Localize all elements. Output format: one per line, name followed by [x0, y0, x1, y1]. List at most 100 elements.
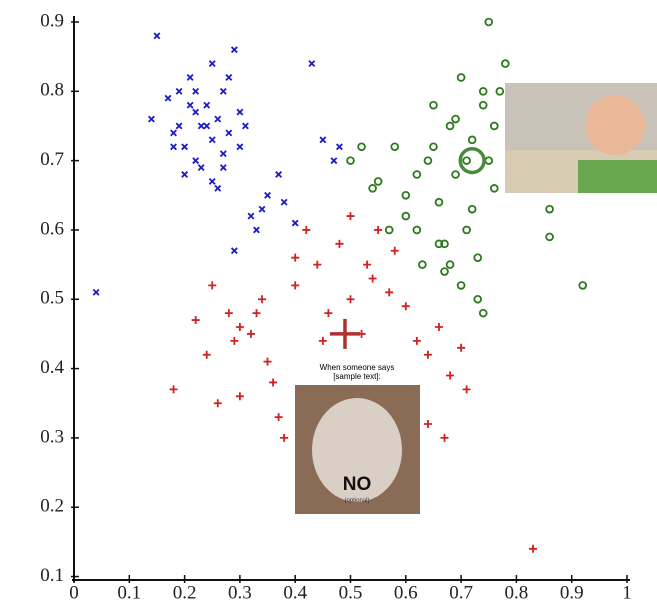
point [375, 178, 382, 185]
point [320, 137, 326, 143]
point [198, 165, 204, 171]
point [480, 310, 487, 317]
point [363, 261, 371, 269]
point [319, 337, 327, 345]
point [496, 88, 503, 95]
point [291, 254, 299, 262]
point [193, 109, 199, 115]
point [502, 60, 509, 67]
y-tick-label: 0.7 [40, 149, 64, 170]
point [447, 123, 454, 130]
point [374, 226, 382, 234]
point [463, 227, 470, 234]
point [358, 143, 365, 150]
point [485, 19, 492, 26]
point [330, 319, 360, 349]
point [480, 102, 487, 109]
point [402, 213, 409, 220]
x-tick-label: 0.8 [505, 582, 529, 603]
point [237, 144, 243, 150]
x-tick-label: 0.6 [394, 582, 418, 603]
point [436, 199, 443, 206]
point [203, 351, 211, 359]
meme-baby [505, 83, 657, 193]
point [546, 206, 553, 213]
point [204, 102, 210, 108]
point [331, 158, 337, 164]
point [419, 261, 426, 268]
point [546, 233, 553, 240]
point [491, 185, 498, 192]
point [485, 157, 492, 164]
point [458, 74, 465, 81]
point [259, 206, 265, 212]
point [232, 47, 238, 53]
point [469, 136, 476, 143]
x-tick-label: 0.9 [560, 582, 584, 603]
point [209, 179, 215, 185]
point [347, 157, 354, 164]
point [385, 288, 393, 296]
point [208, 281, 216, 289]
point [430, 102, 437, 109]
point [441, 268, 448, 275]
point [446, 372, 454, 380]
y-tick-label: 0.2 [40, 496, 64, 517]
point [463, 385, 471, 393]
point [491, 123, 498, 130]
point [192, 316, 200, 324]
point [193, 158, 199, 164]
point [209, 61, 215, 67]
point [265, 192, 271, 198]
chart: When someone says [sample text]: NO (opt… [0, 0, 657, 605]
point [469, 206, 476, 213]
point [452, 171, 459, 178]
point [337, 144, 343, 150]
image-face [585, 95, 645, 155]
y-tick-label: 0.9 [40, 10, 64, 31]
point [258, 295, 266, 303]
point [335, 240, 343, 248]
meme-text: NO [343, 474, 372, 495]
point [391, 247, 399, 255]
point [248, 213, 254, 219]
point [457, 344, 465, 352]
point [391, 143, 398, 150]
point [171, 144, 177, 150]
point [226, 130, 232, 136]
image-shirt [578, 160, 657, 193]
point [236, 392, 244, 400]
point [269, 378, 277, 386]
point [215, 116, 221, 122]
meme-caption: [sample text]: [333, 372, 381, 381]
meme-subtext: (optional) [344, 498, 369, 504]
point [452, 116, 459, 123]
point [209, 137, 215, 143]
y-tick-label: 0.3 [40, 426, 64, 447]
point [424, 351, 432, 359]
meme-caption: When someone says [320, 363, 395, 372]
point [313, 261, 321, 269]
point [441, 434, 449, 442]
point [480, 88, 487, 95]
point [281, 199, 287, 205]
point [176, 123, 182, 129]
point [275, 413, 283, 421]
point [232, 248, 238, 254]
point [221, 89, 227, 95]
point [324, 309, 332, 317]
point [347, 212, 355, 220]
point [425, 157, 432, 164]
point [463, 157, 470, 164]
point [225, 309, 233, 317]
point [402, 302, 410, 310]
point [369, 274, 377, 282]
y-tick-label: 0.8 [40, 80, 64, 101]
point [413, 227, 420, 234]
point [254, 227, 260, 233]
point [474, 254, 481, 261]
point [579, 282, 586, 289]
point [165, 95, 171, 101]
point [93, 290, 99, 296]
point [458, 282, 465, 289]
